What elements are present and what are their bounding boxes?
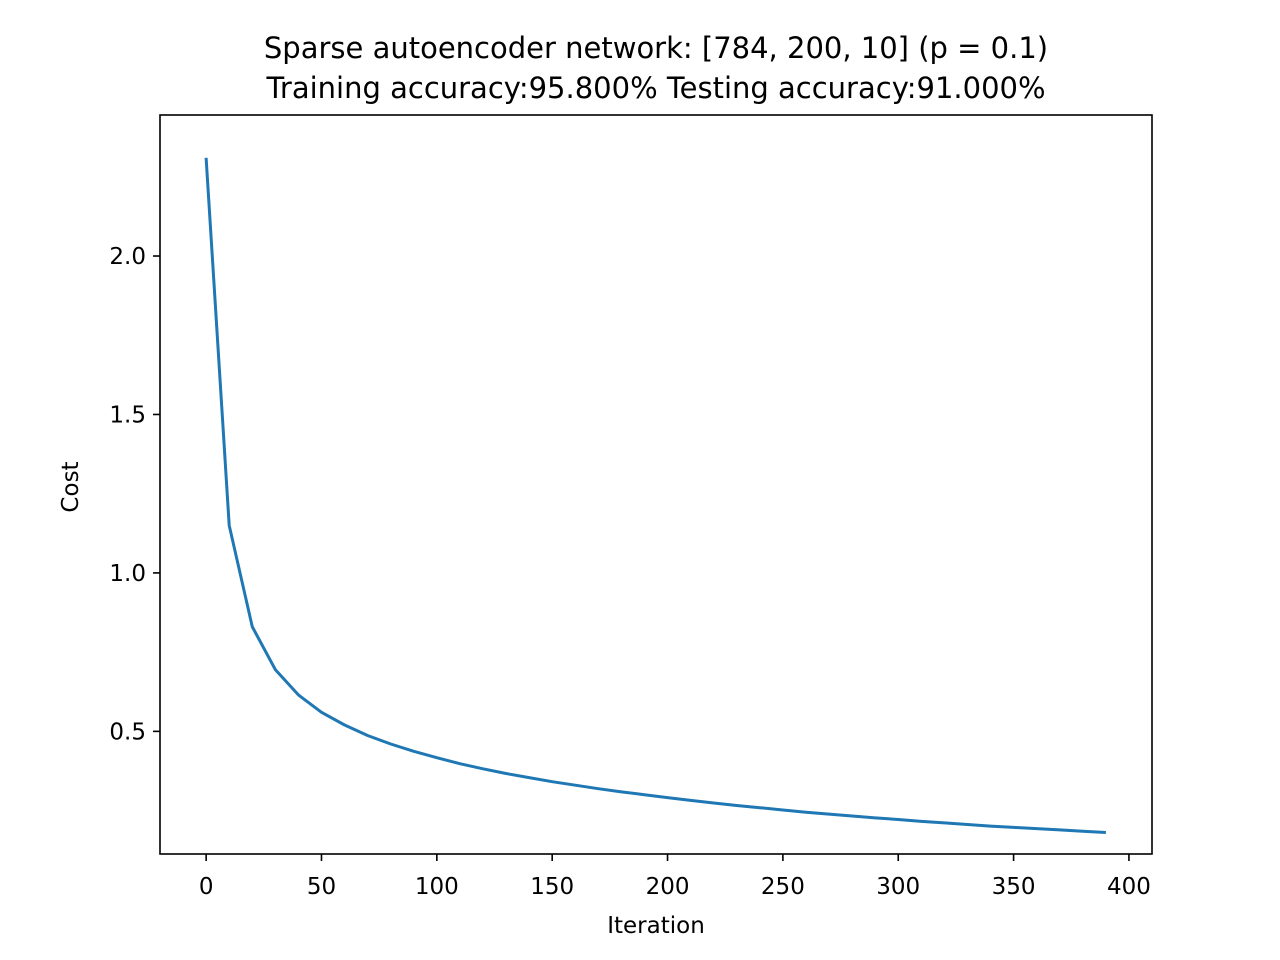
- y-tick-label: 0.5: [109, 719, 146, 745]
- chart-title: Sparse autoencoder network: [784, 200, 1…: [264, 31, 1048, 65]
- x-tick-label: 150: [530, 874, 574, 900]
- y-tick-label: 1.5: [109, 402, 146, 428]
- chart-subtitle: Training accuracy:95.800% Testing accura…: [265, 71, 1045, 105]
- x-tick-label: 100: [415, 874, 459, 900]
- plot-frame: [159, 114, 1153, 855]
- plot-marks: [204, 157, 1106, 834]
- y-tick-label: 2.0: [109, 244, 146, 270]
- x-axis-label: Iteration: [607, 913, 705, 939]
- x-tick-label: 50: [307, 874, 336, 900]
- x-tick-label: 300: [876, 874, 920, 900]
- x-tick-label: 400: [1107, 874, 1151, 900]
- y-tick-label: 1.0: [109, 561, 146, 587]
- x-tick-label: 250: [761, 874, 805, 900]
- y-axis: 0.5 1.0 1.5 2.0: [109, 244, 160, 745]
- x-tick-label: 0: [199, 874, 214, 900]
- x-axis: 0 50 100 150 200 250 300 350 400: [199, 854, 1151, 900]
- cost-series-line: [204, 157, 1106, 834]
- x-tick-label: 350: [992, 874, 1036, 900]
- y-axis-label: Cost: [58, 461, 84, 512]
- x-tick-label: 200: [646, 874, 690, 900]
